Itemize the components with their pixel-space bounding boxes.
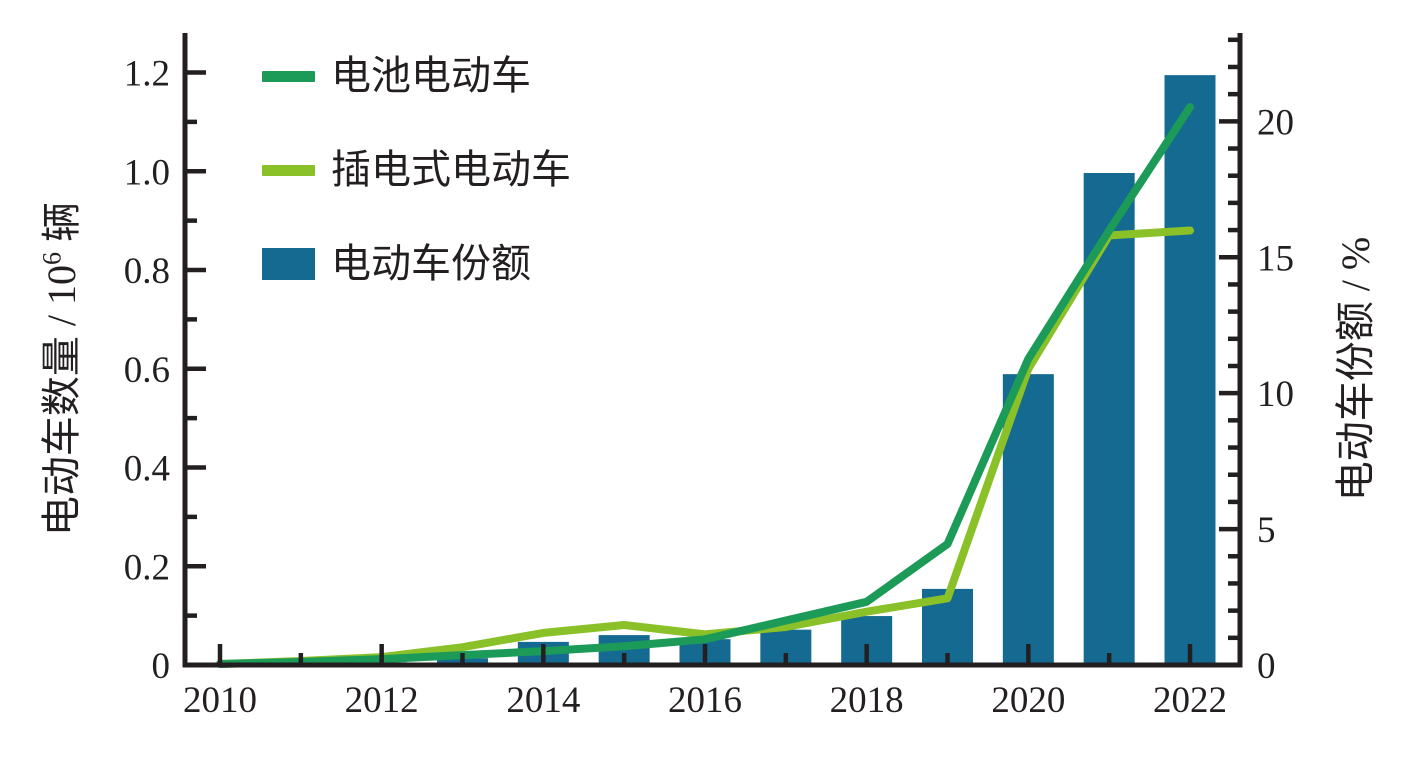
yleft-tick-label: 0.4 bbox=[124, 449, 170, 490]
legend-label-phev: 插电式电动车 bbox=[331, 147, 571, 192]
yleft-tick-label: 0.6 bbox=[124, 350, 170, 391]
yleft-tick-label: 0.2 bbox=[124, 547, 170, 588]
left-axis-title: 电动车数量 / 106 辆 bbox=[37, 201, 84, 537]
legend-item-share: 电动车份额 bbox=[262, 244, 571, 284]
x-tick-label: 2010 bbox=[183, 680, 257, 721]
bar-2021 bbox=[1083, 172, 1135, 667]
legend-item-bev: 电池电动车 bbox=[262, 56, 571, 96]
yright-tick-label: 20 bbox=[1257, 102, 1294, 143]
yright-tick-label: 5 bbox=[1257, 510, 1276, 551]
x-tick-label: 2022 bbox=[1153, 680, 1227, 721]
bev-line-swatch bbox=[262, 70, 315, 82]
x-tick-label: 2020 bbox=[991, 680, 1065, 721]
legend-item-phev: 插电式电动车 bbox=[262, 150, 571, 190]
yleft-tick-label: 1.2 bbox=[124, 54, 170, 95]
yright-tick-label: 15 bbox=[1257, 238, 1294, 279]
phev-line-swatch bbox=[262, 164, 315, 176]
legend-label-bev: 电池电动车 bbox=[331, 53, 531, 98]
right-axis-title: 电动车份额 / % bbox=[1333, 236, 1378, 502]
x-tick-label: 2016 bbox=[668, 680, 742, 721]
legend: 电池电动车 插电式电动车 电动车份额 bbox=[262, 56, 571, 342]
x-tick-label: 2018 bbox=[830, 680, 904, 721]
yleft-tick-label: 0 bbox=[152, 646, 171, 687]
yright-tick-label: 0 bbox=[1257, 646, 1276, 687]
share-bar-swatch bbox=[262, 248, 315, 280]
yright-tick-label: 10 bbox=[1257, 374, 1294, 415]
legend-label-share: 电动车份额 bbox=[331, 241, 531, 286]
x-tick-label: 2014 bbox=[506, 680, 580, 721]
yleft-tick-label: 0.8 bbox=[124, 251, 170, 292]
yleft-tick-label: 1.0 bbox=[124, 152, 170, 193]
bar-2022 bbox=[1164, 75, 1216, 668]
x-tick-label: 2012 bbox=[345, 680, 419, 721]
